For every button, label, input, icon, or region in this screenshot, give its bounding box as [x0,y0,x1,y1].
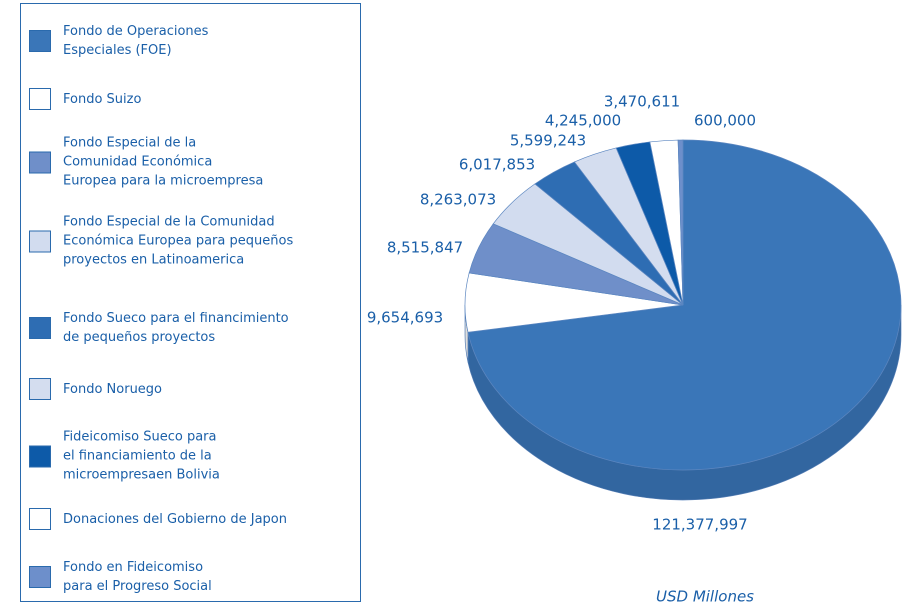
legend-label: Fondo Especial de la Comunidad Económica… [63,214,294,268]
data-label: 600,000 [694,112,756,130]
legend: Fondo de Operaciones Especiales (FOE) Fon… [20,3,361,602]
slice [677,139,684,306]
legend-swatch [29,230,51,252]
legend-label: Fondo de Operaciones Especiales (FOE) [63,24,209,58]
legend-swatch [29,566,51,588]
legend-swatch [29,445,51,467]
slice-side-shade [467,305,901,501]
data-label: 5,599,243 [510,132,586,150]
legend-swatch [29,378,51,400]
legend-swatch [29,151,51,173]
data-label: 121,377,997 [652,516,747,534]
data-label: 8,263,073 [420,191,496,209]
legend-entry: Fondo Sueco para el financimiento de peq… [29,309,289,347]
legend-label: Fondo Sueco para el financimiento de peq… [63,311,289,345]
legend-swatch [29,30,51,52]
data-label: 3,470,611 [604,93,680,111]
legend-label: Donaciones del Gobierno de Japon [63,511,287,527]
legend-entry: Donaciones del Gobierno de Japon [29,508,287,530]
legend-label: Fideicomiso Sueco para el financiamiento… [63,429,220,483]
legend-label: Fondo Especial de la Comunidad Económica… [63,135,264,189]
legend-entry: Fondo de Operaciones Especiales (FOE) [29,22,208,60]
data-label: 6,017,853 [459,156,535,174]
legend-label: Fondo en Fideicomiso para el Progreso So… [63,560,212,594]
legend-swatch [29,88,51,110]
data-label: 4,245,000 [545,112,621,130]
annotation: USD Millones [656,588,754,606]
data-label: 8,515,847 [387,239,463,257]
legend-entry: Fondo Especial de la Comunidad Económica… [29,134,263,191]
slice [467,139,902,471]
legend-swatch [29,317,51,339]
legend-entry: Fondo en Fideicomiso para el Progreso So… [29,558,212,596]
legend-entry: Fondo Especial de la Comunidad Económica… [29,213,293,270]
legend-label: Fondo Noruego [63,381,163,397]
legend-entry: Fondo Suizo [29,88,141,110]
legend-label: Fondo Suizo [63,91,142,107]
legend-entry: Fondo Noruego [29,378,162,400]
data-label: 9,654,693 [367,309,443,327]
legend-swatch [29,508,51,530]
legend-entry: Fideicomiso Sueco para el financiamiento… [29,428,220,485]
